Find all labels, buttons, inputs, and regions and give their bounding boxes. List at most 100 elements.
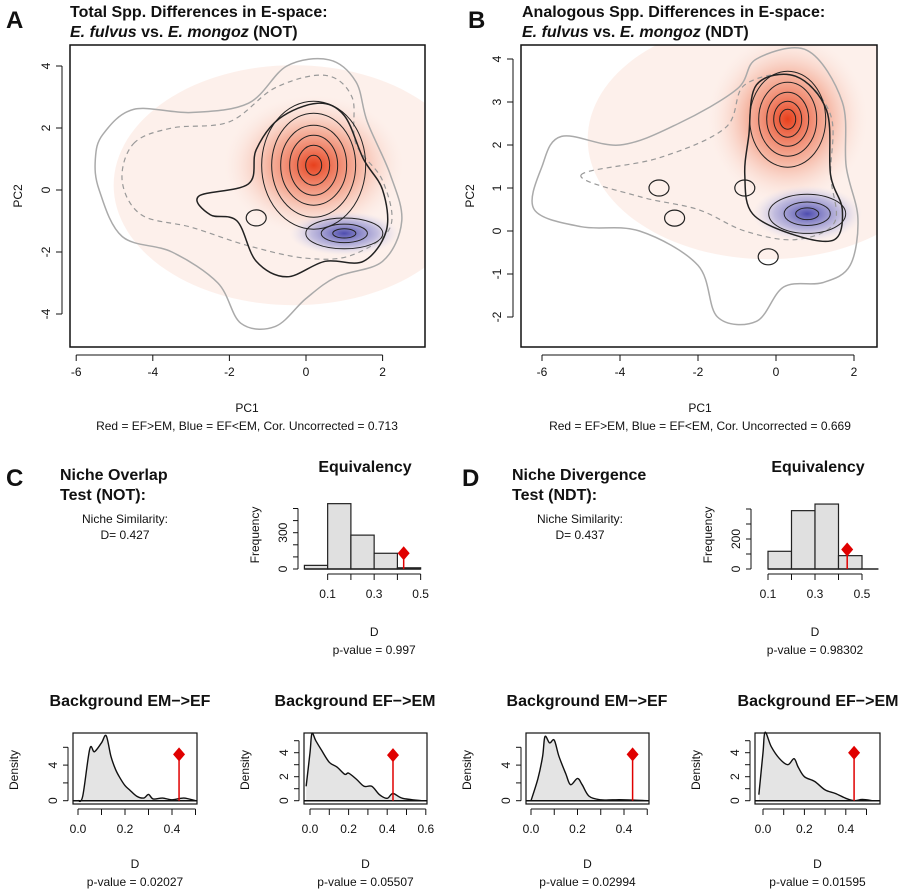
density-title: Background EF−>EM — [738, 693, 899, 710]
observed-marker — [626, 747, 639, 762]
x-tick-label: 0.4 — [379, 822, 396, 836]
x-tick-label: 0.6 — [417, 822, 434, 836]
x-tick-label: -6 — [71, 365, 82, 379]
outer-density-contour — [531, 47, 859, 326]
minor-contour — [734, 179, 756, 197]
histogram-bar — [327, 503, 352, 570]
dashed-contour — [121, 74, 393, 260]
x-axis-label: D — [583, 857, 592, 871]
p-value-label: p-value = 0.98302 — [767, 643, 864, 657]
species-1: E. fulvus — [70, 24, 137, 41]
y-tick-label: 4 — [490, 55, 504, 62]
panel-b-xlabel: PC1 — [688, 401, 712, 415]
y-tick-label: 300 — [276, 522, 290, 542]
background-density-plot — [745, 731, 881, 815]
y-tick-label: 0 — [499, 797, 513, 804]
x-tick-label: -2 — [224, 365, 235, 379]
p-value-label: p-value = 0.02994 — [539, 875, 636, 889]
panel-a-title: Total Spp. Differences in E-space: — [70, 4, 328, 21]
background-density-plot — [516, 732, 650, 815]
y-tick-label: -2 — [39, 246, 53, 257]
x-tick-label: 2 — [379, 365, 386, 379]
y-tick-label: 4 — [277, 749, 291, 756]
positive-difference-region — [707, 45, 868, 205]
y-axis-label: Density — [7, 750, 21, 790]
panel-c-title-2: Test (NOT): — [60, 487, 146, 504]
x-axis-label: D — [370, 625, 379, 639]
positive-contour-line — [773, 100, 803, 138]
x-tick-label: -2 — [693, 365, 704, 379]
x-tick-label: 0.2 — [340, 822, 357, 836]
plot-frame — [72, 732, 198, 805]
density-title: Background EF−>EM — [275, 693, 436, 710]
y-tick-label: 0 — [490, 227, 504, 234]
panel-letter-a: A — [6, 7, 23, 34]
positive-contour-line — [297, 144, 331, 186]
panel-d-similarity-label: Niche Similarity: — [537, 512, 623, 526]
panel-c-similarity-label: Niche Similarity: — [82, 512, 168, 526]
plot-frame — [520, 44, 878, 348]
density-title: Background EM−>EF — [50, 693, 211, 710]
equivalency-histogram — [293, 503, 422, 580]
x-tick-label: 0.5 — [412, 587, 429, 601]
x-tick-label: 0.3 — [807, 587, 824, 601]
positive-contour-line — [280, 124, 348, 206]
panel-letter-b: B — [468, 7, 485, 34]
panel-b-title: Analogous Spp. Differences in E-space: — [522, 4, 825, 21]
y-tick-label: 2 — [490, 141, 504, 148]
observed-marker — [397, 546, 410, 561]
panel-letter-c: C — [6, 465, 23, 492]
panel-d-title-2: Test (NDT): — [512, 487, 597, 504]
histogram-title: Equivalency — [318, 459, 411, 476]
y-tick-label: 2 — [277, 773, 291, 780]
x-tick-label: 0.0 — [302, 822, 319, 836]
panel-c-similarity-value: D= 0.427 — [100, 528, 149, 542]
minor-contour — [757, 248, 779, 266]
density-curve — [758, 731, 873, 802]
positive-contour-line — [261, 100, 367, 230]
y-tick-label: 1 — [490, 184, 504, 191]
x-axis-label: D — [361, 857, 370, 871]
x-axis-label: D — [811, 625, 820, 639]
panel-a-subtitle-species: E. fulvus vs. E. mongoz (NOT) — [70, 24, 298, 41]
observed-marker — [386, 748, 399, 763]
positive-contour-line — [779, 108, 797, 130]
panel-c-title-1: Niche Overlap — [60, 467, 168, 484]
histogram-bar — [373, 552, 398, 570]
observed-marker — [841, 542, 854, 557]
x-tick-label: 0.4 — [164, 822, 181, 836]
panel-b-ylabel: PC2 — [463, 184, 477, 208]
histogram-bar — [767, 550, 793, 570]
y-tick-label: 2 — [39, 124, 53, 131]
y-tick-label: 0 — [276, 565, 290, 572]
background-density-plot — [63, 732, 198, 815]
species-2: E. mongoz — [620, 24, 701, 41]
outer-density-contour — [94, 57, 403, 330]
x-tick-label: 0 — [303, 365, 310, 379]
p-value-label: p-value = 0.997 — [333, 643, 416, 657]
plot-frame — [69, 44, 426, 348]
y-axis-label: Density — [689, 750, 703, 790]
vs: vs. — [137, 24, 168, 41]
observed-marker — [848, 745, 861, 760]
density-fill — [78, 735, 196, 802]
x-tick-label: 0.4 — [616, 822, 633, 836]
x-tick-label: 0.3 — [366, 587, 383, 601]
positive-contour-line — [758, 81, 818, 157]
espace-plot-area — [531, 45, 877, 326]
histogram-bar — [814, 503, 840, 570]
positive-contour-line — [305, 154, 323, 176]
density-fill — [531, 736, 648, 801]
espace-plot-b — [507, 44, 878, 361]
espace-plot-area — [94, 57, 425, 330]
y-tick-label: 0 — [39, 186, 53, 193]
test-name: (NDT) — [701, 24, 749, 41]
y-tick-label: 200 — [729, 529, 743, 549]
positive-contour-line — [271, 112, 357, 218]
negative-contour-line — [305, 217, 384, 250]
negative-contour-line — [783, 201, 831, 227]
plot-frame — [525, 732, 650, 805]
y-tick-label: -1 — [490, 268, 504, 279]
negative-contour-line — [768, 193, 847, 234]
